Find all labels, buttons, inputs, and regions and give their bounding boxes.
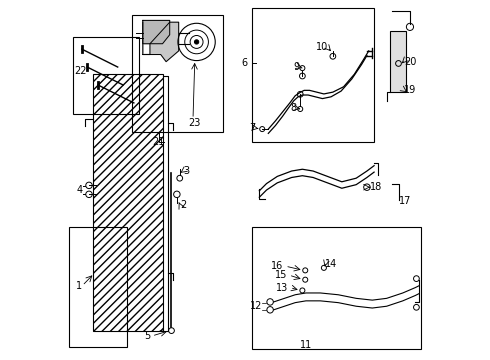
Bar [69, 226, 126, 347]
Circle shape [195, 40, 199, 44]
Text: 12: 12 [250, 301, 262, 311]
Text: 8: 8 [291, 103, 297, 113]
Text: 15: 15 [274, 270, 287, 280]
Bar [252, 226, 421, 348]
Text: 3: 3 [183, 166, 190, 176]
Text: 9: 9 [294, 62, 299, 72]
Text: 14: 14 [324, 259, 337, 269]
Bar [132, 15, 223, 132]
Text: 1: 1 [76, 281, 82, 291]
Text: 7: 7 [249, 123, 255, 133]
Text: 22: 22 [74, 66, 86, 76]
Text: 4: 4 [76, 185, 82, 195]
Text: 20: 20 [404, 57, 416, 67]
Text: 19: 19 [404, 85, 416, 95]
Text: 2: 2 [180, 200, 187, 210]
Bar [93, 74, 163, 330]
Text: 6: 6 [242, 58, 248, 68]
Text: 18: 18 [370, 182, 382, 192]
Polygon shape [143, 22, 179, 62]
Text: 13: 13 [276, 283, 288, 293]
Bar [390, 31, 406, 92]
Bar [252, 8, 374, 142]
Polygon shape [143, 21, 170, 44]
Text: 17: 17 [399, 196, 412, 206]
Text: 16: 16 [271, 261, 283, 271]
Text: 11: 11 [300, 340, 312, 350]
Text: 23: 23 [189, 118, 201, 128]
Text: 5: 5 [144, 331, 150, 341]
Text: 10: 10 [316, 42, 328, 52]
Text: 21: 21 [153, 138, 165, 147]
Bar [73, 37, 139, 114]
